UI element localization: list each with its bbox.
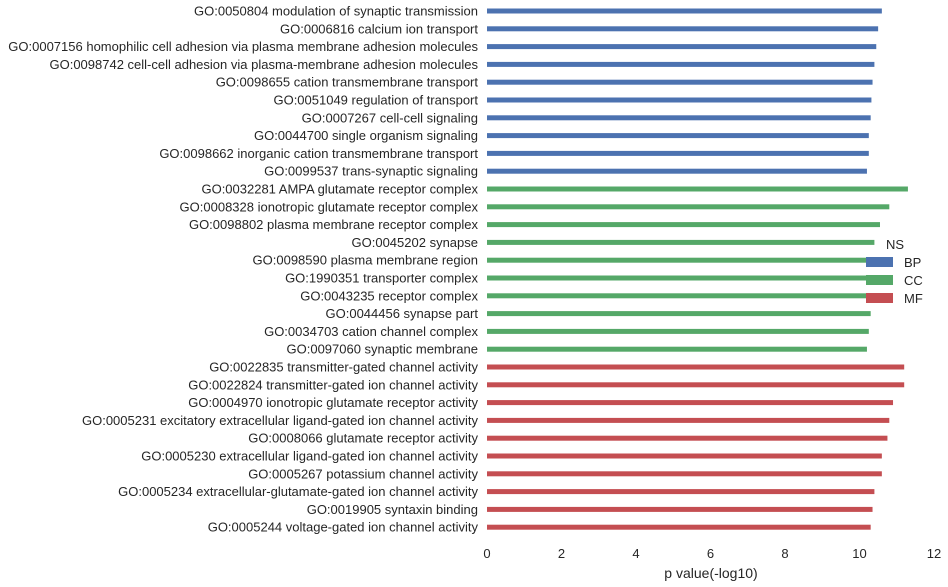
category-label: GO:0098662 inorganic cation transmembran… xyxy=(159,146,478,161)
bar-mf-20 xyxy=(487,364,905,370)
bar-mf-24 xyxy=(487,435,888,441)
bar-mf-26 xyxy=(487,471,882,477)
category-label: GO:0005267 potassium channel activity xyxy=(248,466,478,481)
category-labels: GO:0050804 modulation of synaptic transm… xyxy=(8,4,478,535)
category-label: GO:0019905 syntaxin binding xyxy=(307,502,478,517)
bar-mf-22 xyxy=(487,400,894,406)
bar-cc-11 xyxy=(487,204,890,210)
category-label: GO:0008328 ionotropic glutamate receptor… xyxy=(180,199,479,214)
bar-cc-14 xyxy=(487,257,873,263)
legend-label-cc: CC xyxy=(904,273,923,288)
category-label: GO:0098655 cation transmembrane transpor… xyxy=(216,75,479,90)
x-tick-label: 8 xyxy=(781,546,788,561)
category-label: GO:0044456 synapse part xyxy=(326,306,479,321)
category-label: GO:0034703 cation channel complex xyxy=(264,324,478,339)
bar-cc-10 xyxy=(487,186,908,192)
category-label: GO:0043235 receptor complex xyxy=(300,288,478,303)
category-label: GO:0007156 homophilic cell adhesion via … xyxy=(8,39,478,54)
bar-cc-13 xyxy=(487,239,875,245)
bar-bp-9 xyxy=(487,168,867,174)
bar-cc-17 xyxy=(487,311,871,317)
x-tick-label: 0 xyxy=(483,546,490,561)
category-label: GO:0098590 plasma membrane region xyxy=(253,253,478,268)
category-label: GO:0005231 excitatory extracellular liga… xyxy=(82,413,479,428)
legend-title: NS xyxy=(886,237,904,252)
category-label: GO:0005230 extracellular ligand-gated io… xyxy=(141,449,478,464)
category-label: GO:0022824 transmitter-gated ion channel… xyxy=(188,377,478,392)
legend-swatch-bp xyxy=(866,257,893,267)
legend-label-bp: BP xyxy=(904,255,921,270)
x-tick-label: 12 xyxy=(927,546,941,561)
bar-bp-1 xyxy=(487,26,879,32)
bar-mf-21 xyxy=(487,382,905,388)
x-axis: 0 2 4 6 8 10 12 xyxy=(483,546,941,561)
legend-swatch-cc xyxy=(866,275,893,285)
category-label: GO:0045202 synapse xyxy=(352,235,478,250)
bar-bp-0 xyxy=(487,8,882,14)
x-tick-label: 4 xyxy=(632,546,639,561)
legend-label-mf: MF xyxy=(904,291,923,306)
bar-mf-27 xyxy=(487,489,875,495)
bar-bp-5 xyxy=(487,97,872,103)
category-label: GO:1990351 transporter complex xyxy=(285,271,478,286)
category-label: GO:0005234 extracellular-glutamate-gated… xyxy=(118,484,478,499)
category-label: GO:0007267 cell-cell signaling xyxy=(302,110,478,125)
bar-bp-4 xyxy=(487,79,873,85)
legend-swatch-mf xyxy=(866,293,893,303)
x-tick-label: 6 xyxy=(707,546,714,561)
bar-bp-2 xyxy=(487,44,877,50)
category-label: GO:0098802 plasma membrane receptor comp… xyxy=(189,217,479,232)
bar-bp-6 xyxy=(487,115,871,121)
category-label: GO:0097060 synaptic membrane xyxy=(287,342,479,357)
bar-mf-25 xyxy=(487,453,882,459)
category-label: GO:0005244 voltage-gated ion channel act… xyxy=(208,520,479,535)
bar-cc-15 xyxy=(487,275,872,281)
bar-cc-19 xyxy=(487,346,867,352)
category-label: GO:0044700 single organism signaling xyxy=(254,128,478,143)
category-label: GO:0050804 modulation of synaptic transm… xyxy=(194,4,478,19)
bar-mf-29 xyxy=(487,524,871,530)
bar-bp-8 xyxy=(487,150,869,156)
bar-cc-18 xyxy=(487,328,869,334)
category-label: GO:0022835 transmitter-gated channel act… xyxy=(209,360,478,375)
bar-mf-28 xyxy=(487,506,873,512)
category-label: GO:0032281 AMPA glutamate receptor compl… xyxy=(201,182,478,197)
x-axis-title: p value(-log10) xyxy=(664,565,757,581)
category-label: GO:0008066 glutamate receptor activity xyxy=(248,431,478,446)
bar-bp-3 xyxy=(487,61,875,67)
bar-cc-16 xyxy=(487,293,871,299)
category-label: GO:0098742 cell-cell adhesion via plasma… xyxy=(49,57,478,72)
category-label: GO:0006816 calcium ion transport xyxy=(280,21,478,36)
category-label: GO:0051049 regulation of transport xyxy=(273,93,478,108)
category-label: GO:0004970 ionotropic glutamate receptor… xyxy=(188,395,478,410)
x-tick-label: 2 xyxy=(558,546,565,561)
bars-layer xyxy=(487,8,908,530)
bar-bp-7 xyxy=(487,133,869,139)
category-label: GO:0099537 trans-synaptic signaling xyxy=(264,164,478,179)
x-tick-label: 10 xyxy=(852,546,866,561)
bar-mf-23 xyxy=(487,417,890,423)
bar-cc-12 xyxy=(487,222,880,228)
